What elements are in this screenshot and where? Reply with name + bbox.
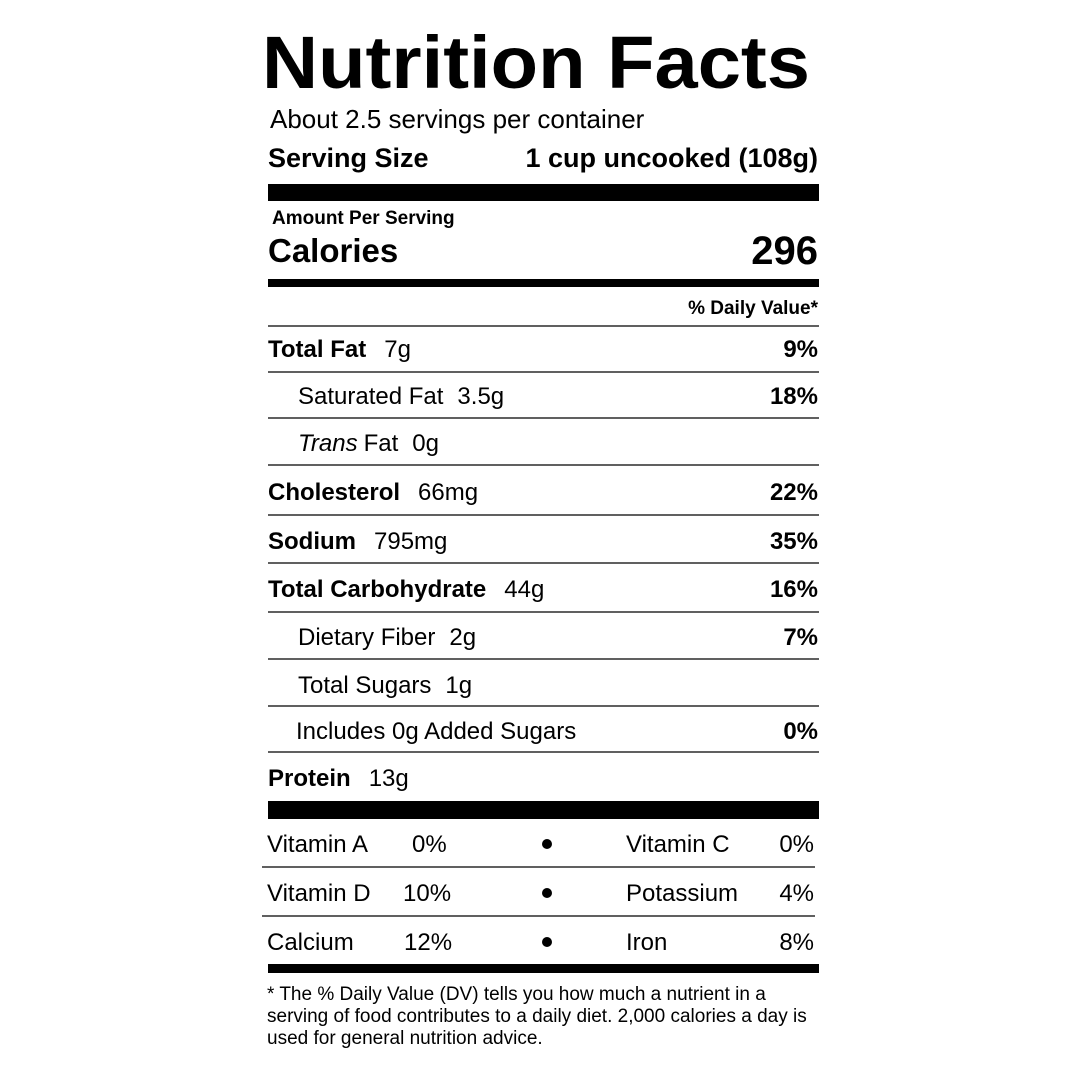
thick-bar bbox=[268, 801, 819, 819]
nutrient-name-prefix: Trans bbox=[298, 430, 358, 457]
nutrient-dv: 16% bbox=[770, 576, 818, 603]
nutrient-row: Dietary Fiber 2g bbox=[298, 624, 476, 651]
vitamin-dv: 0% bbox=[779, 831, 814, 858]
nutrient-dv: 9% bbox=[783, 336, 818, 363]
medium-bar bbox=[268, 279, 819, 287]
vitamin-name: Iron bbox=[626, 929, 667, 956]
bullet bbox=[542, 937, 552, 947]
nutrient-name: Fat bbox=[364, 430, 399, 457]
footnote: * The % Daily Value (DV) tells you how m… bbox=[267, 984, 807, 1049]
vitamin-name: Calcium bbox=[267, 929, 354, 956]
nutrient-amount: 795mg bbox=[374, 528, 447, 555]
vitamin-name: Vitamin C bbox=[626, 831, 730, 858]
nutrient-name: Protein bbox=[268, 765, 351, 792]
bullet bbox=[542, 839, 552, 849]
nutrient-dv: 22% bbox=[770, 479, 818, 506]
nutrient-row: Total Fat 7g bbox=[268, 336, 411, 363]
nutrient-amount: 1g bbox=[445, 672, 472, 699]
nutrient-dv: 7% bbox=[783, 624, 818, 651]
nutrient-name: Total Fat bbox=[268, 336, 366, 363]
vitamin-dv: 4% bbox=[779, 880, 814, 907]
nutrient-row: Sodium 795mg bbox=[268, 528, 447, 555]
nutrient-row: Total Carbohydrate 44g bbox=[268, 576, 544, 603]
nutrient-name: Sodium bbox=[268, 528, 356, 555]
calories-value: 296 bbox=[751, 229, 818, 273]
nutrient-amount: 66mg bbox=[418, 479, 478, 506]
vitamin-dv: 0% bbox=[412, 831, 447, 858]
nutrient-amount: 13g bbox=[369, 765, 409, 792]
nutrient-row: Protein 13g bbox=[268, 765, 409, 792]
nutrient-dv: 35% bbox=[770, 528, 818, 555]
amount-per-serving: Amount Per Serving bbox=[272, 208, 455, 229]
nutrient-row: Cholesterol 66mg bbox=[268, 479, 478, 506]
vitamin-name: Vitamin A bbox=[267, 831, 368, 858]
nutrient-row: Total Sugars 1g bbox=[298, 672, 472, 699]
vitamin-name: Potassium bbox=[626, 880, 738, 907]
nutrient-name: Dietary Fiber bbox=[298, 624, 435, 651]
thick-bar bbox=[268, 184, 819, 201]
serving-size-label: Serving Size bbox=[268, 143, 429, 173]
vitamin-dv: 8% bbox=[779, 929, 814, 956]
servings: About 2.5 servings per container bbox=[270, 104, 645, 134]
nutrient-amount: 44g bbox=[504, 576, 544, 603]
calories-label: Calories bbox=[268, 232, 398, 269]
nutrient-name: Saturated Fat bbox=[298, 383, 444, 410]
daily-value-header: % Daily Value* bbox=[688, 298, 819, 319]
nutrient-row: Includes 0g Added Sugars bbox=[296, 718, 576, 745]
nutrient-row: Trans Fat 0g bbox=[298, 430, 439, 457]
nutrient-amount: 7g bbox=[384, 336, 411, 363]
title: Nutrition Facts bbox=[262, 21, 810, 104]
medium-bar bbox=[268, 964, 819, 973]
vitamin-dv: 10% bbox=[403, 880, 451, 907]
nutrient-amount: 2g bbox=[449, 624, 476, 651]
nutrient-amount: 0g bbox=[412, 430, 439, 457]
nutrient-name: Includes 0g Added Sugars bbox=[296, 718, 576, 745]
bullet bbox=[542, 888, 552, 898]
vitamin-name: Vitamin D bbox=[267, 880, 371, 907]
serving-size-value: 1 cup uncooked (108g) bbox=[525, 143, 818, 173]
nutrient-row: Saturated Fat 3.5g bbox=[298, 383, 504, 410]
nutrient-name: Cholesterol bbox=[268, 479, 400, 506]
nutrient-dv: 0% bbox=[783, 718, 818, 745]
nutrient-name: Total Sugars bbox=[298, 672, 431, 699]
nutrient-amount: 3.5g bbox=[457, 383, 504, 410]
nutrient-name: Total Carbohydrate bbox=[268, 576, 486, 603]
nutrient-dv: 18% bbox=[770, 383, 818, 410]
vitamin-dv: 12% bbox=[404, 929, 452, 956]
